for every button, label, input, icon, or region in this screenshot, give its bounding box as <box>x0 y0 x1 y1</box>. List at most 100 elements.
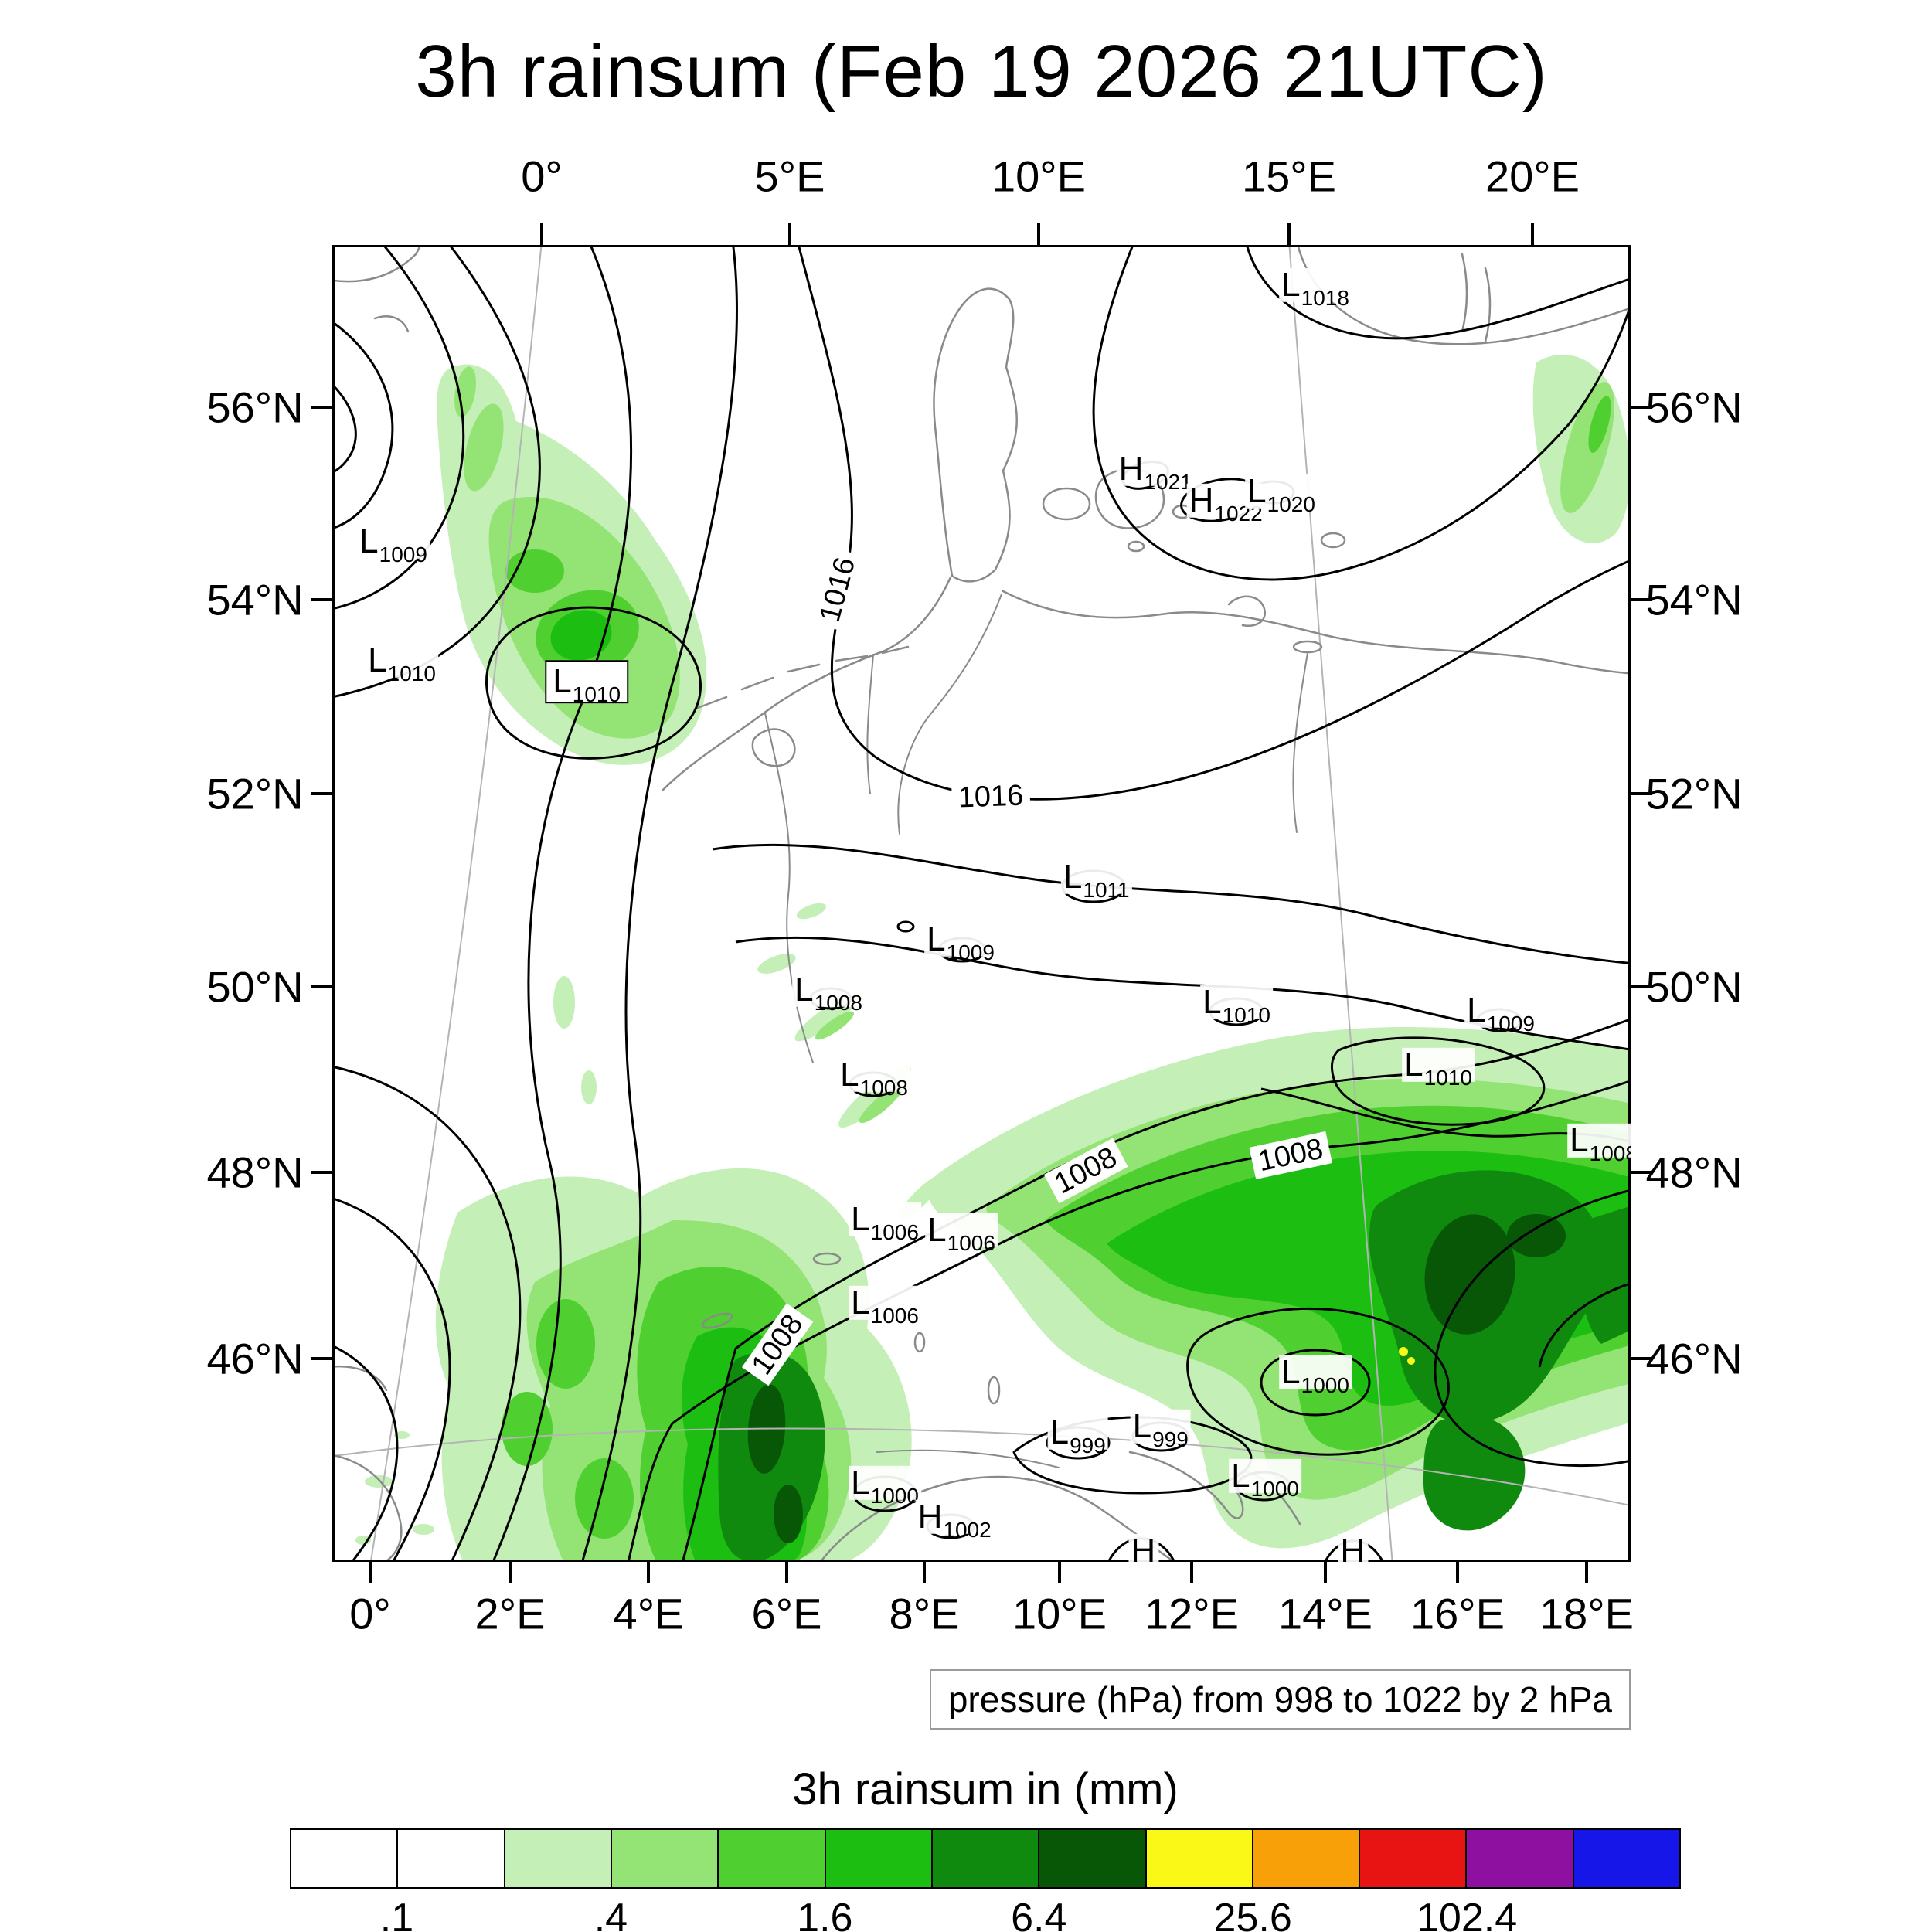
tick-mark-top-0 <box>540 223 543 245</box>
tick-mark-right-5 <box>1631 1357 1652 1360</box>
colorbar-box-9 <box>1251 1828 1361 1889</box>
axis-tick-label-right-2: 52°N <box>1645 769 1743 818</box>
map-svg <box>332 245 1631 1562</box>
tick-mark-right-3 <box>1631 985 1652 988</box>
tick-mark-bottom-2 <box>647 1562 650 1583</box>
tick-mark-bottom-4 <box>923 1562 926 1583</box>
low-pressure-label: L999 <box>1130 1409 1191 1450</box>
tick-mark-bottom-6 <box>1190 1562 1193 1583</box>
tick-mark-right-4 <box>1631 1171 1652 1174</box>
axis-tick-label-bottom-9: 18°E <box>1539 1589 1634 1638</box>
colorbar-box-12 <box>1572 1828 1682 1889</box>
low-pressure-label: L1008 <box>1567 1123 1631 1164</box>
axis-tick-label-bottom-6: 12°E <box>1144 1589 1240 1638</box>
colorbar-box-4 <box>717 1828 826 1889</box>
axis-tick-label-bottom-8: 16°E <box>1410 1589 1505 1638</box>
low-pressure-label: L1018 <box>1279 267 1352 308</box>
tick-mark-left-5 <box>311 1357 332 1360</box>
colorbar-box-7 <box>1038 1828 1147 1889</box>
low-pressure-label: L1010 <box>1200 985 1273 1026</box>
axis-tick-label-bottom-1: 2°E <box>474 1589 546 1638</box>
axis-tick-label-top-2: 10°E <box>991 151 1087 201</box>
low-pressure-label: L1009 <box>357 524 430 565</box>
colorbar-tick-label: 6.4 <box>1011 1896 1067 1932</box>
axis-tick-label-bottom-7: 14°E <box>1277 1589 1373 1638</box>
axis-tick-label-bottom-3: 6°E <box>751 1589 822 1638</box>
colorbar <box>290 1828 1682 1889</box>
contour-value-label: 1016 <box>951 779 1030 815</box>
tick-mark-bottom-1 <box>509 1562 512 1583</box>
low-pressure-label: L1006 <box>925 1213 998 1253</box>
axis-tick-label-left-3: 50°N <box>206 962 304 1012</box>
colorbar-box-1 <box>396 1828 505 1889</box>
colorbar-box-8 <box>1145 1828 1253 1889</box>
tick-mark-left-0 <box>311 406 332 409</box>
low-pressure-label: L1008 <box>792 972 865 1013</box>
tick-mark-top-1 <box>788 223 791 245</box>
low-pressure-label: L1009 <box>1464 993 1537 1034</box>
map-labels-layer: L1018 H1021 H1022 L1020 L1009 L1010 L1010 L1011… <box>332 245 1631 1562</box>
page-title: 3h rainsum (Feb 19 2026 21UTC) <box>415 30 1548 113</box>
tick-mark-top-2 <box>1037 223 1040 245</box>
pressure-note: pressure (hPa) from 998 to 1022 by 2 hPa <box>929 1669 1631 1730</box>
low-pressure-label: L1000 <box>1229 1458 1301 1499</box>
tick-mark-top-3 <box>1287 223 1291 245</box>
axis-tick-label-top-0: 0° <box>521 151 563 201</box>
colorbar-box-3 <box>610 1828 719 1889</box>
tick-mark-bottom-3 <box>785 1562 788 1583</box>
low-pressure-label: L1011 <box>1060 859 1132 900</box>
axis-tick-label-bottom-4: 8°E <box>889 1589 960 1638</box>
low-pressure-label: L1010 <box>366 643 438 684</box>
colorbar-labels: .1 .4 1.6 6.4 25.6 102.4 <box>290 1895 1681 1932</box>
tick-mark-bottom-8 <box>1456 1562 1459 1583</box>
low-pressure-label: L1008 <box>838 1057 910 1098</box>
tick-mark-right-2 <box>1631 792 1652 795</box>
axis-tick-label-left-0: 56°N <box>206 383 304 432</box>
tick-mark-top-4 <box>1531 223 1534 245</box>
axis-tick-label-left-5: 46°N <box>206 1334 304 1383</box>
colorbar-tick-label: 102.4 <box>1416 1896 1518 1932</box>
colorbar-tick-label: .4 <box>594 1896 628 1932</box>
axis-tick-label-right-1: 54°N <box>1645 575 1743 624</box>
contour-value-label: 1016 <box>811 548 864 631</box>
map-frame <box>332 245 1631 1562</box>
colorbar-box-6 <box>930 1828 1040 1889</box>
axis-tick-label-right-5: 46°N <box>1645 1334 1743 1383</box>
low-pressure-label: L1009 <box>924 922 997 963</box>
low-pressure-label: L1006 <box>849 1285 921 1326</box>
high-pressure-label: H <box>1128 1533 1159 1562</box>
tick-mark-left-2 <box>311 792 332 795</box>
colorbar-box-11 <box>1465 1828 1574 1889</box>
colorbar-box-0 <box>290 1828 399 1889</box>
contour-value-label: 1008 <box>1043 1138 1128 1204</box>
axis-tick-label-top-4: 20°E <box>1485 151 1580 201</box>
tick-mark-left-3 <box>311 985 332 988</box>
low-pressure-label: L1000 <box>1279 1355 1352 1396</box>
low-pressure-label: L1010 <box>545 660 629 706</box>
low-pressure-label: L1000 <box>849 1465 921 1506</box>
axis-tick-label-top-3: 15°E <box>1241 151 1337 201</box>
axis-tick-label-left-1: 54°N <box>206 575 304 624</box>
contour-value-label: 1008 <box>1249 1131 1332 1179</box>
rain-shading-layer <box>355 354 1631 1562</box>
colorbar-tick-label: .1 <box>379 1896 414 1932</box>
tick-mark-right-0 <box>1631 406 1652 409</box>
low-pressure-label: L1006 <box>849 1202 921 1243</box>
axis-tick-label-left-2: 52°N <box>206 769 304 818</box>
low-pressure-label: L1010 <box>1402 1047 1475 1088</box>
colorbar-box-2 <box>503 1828 612 1889</box>
axis-tick-label-bottom-2: 4°E <box>613 1589 684 1638</box>
low-pressure-label: L1020 <box>1245 474 1318 515</box>
axis-tick-label-bottom-5: 10°E <box>1012 1589 1107 1638</box>
colorbar-tick-label: 25.6 <box>1213 1896 1292 1932</box>
axis-tick-label-bottom-0: 0° <box>349 1589 391 1638</box>
tick-mark-right-1 <box>1631 598 1652 601</box>
low-pressure-label: L999 <box>1047 1415 1108 1456</box>
tick-mark-bottom-7 <box>1324 1562 1327 1583</box>
map-panel: L1018 H1021 H1022 L1020 L1009 L1010 L1010 L1011… <box>332 245 1631 1562</box>
tick-mark-bottom-9 <box>1585 1562 1588 1583</box>
axis-tick-label-right-0: 56°N <box>1645 383 1743 432</box>
axis-tick-label-top-1: 5°E <box>754 151 825 201</box>
tick-mark-bottom-0 <box>369 1562 372 1583</box>
